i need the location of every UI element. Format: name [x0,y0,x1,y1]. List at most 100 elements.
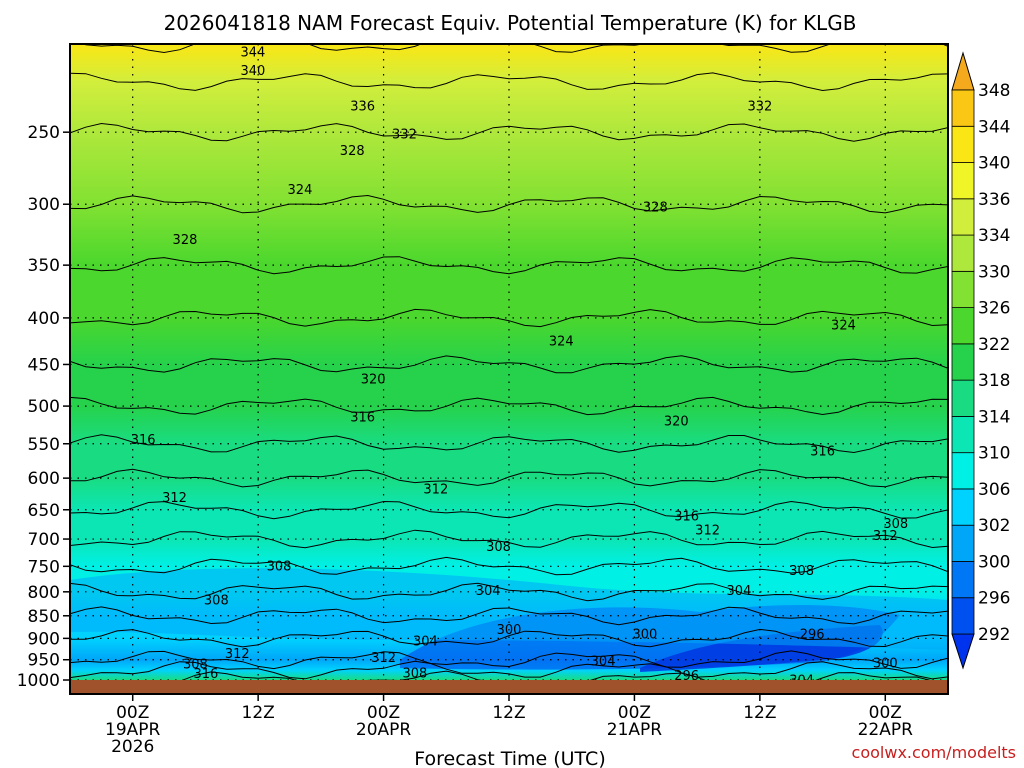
x-tick-label: 12Z [242,703,275,723]
colorbar-top-cap [951,51,975,91]
contour-label: 316 [193,667,218,682]
colorbar-swatch [951,561,975,599]
contour-label: 324 [831,318,856,333]
colorbar-swatch [951,89,975,127]
colorbar-bottom-cap [951,633,975,670]
contour-lines [70,44,948,689]
colorbar-swatch [951,597,975,635]
contour-line [70,396,948,416]
contour-line [70,556,948,576]
colorbar-label: 340 [978,154,1010,174]
colorbar-swatch [951,125,975,163]
y-tick-label: 400 [28,309,60,329]
contour-label: 312 [225,647,250,662]
x-tick-label: 19APR [105,720,161,740]
y-tick-label: 1000 [17,671,60,691]
contour-label: 328 [340,144,365,159]
contour-label: 312 [873,529,898,544]
colorbar-swatch [951,162,975,200]
contour-label: 304 [591,654,616,669]
contour-line [70,355,948,374]
contour-label: 308 [883,517,908,532]
colorbar-label: 302 [978,516,1010,536]
colorbar-label: 322 [978,335,1010,355]
contour-line [70,256,948,275]
colorbar-label: 330 [978,262,1010,282]
colorbar: 292 296 300 302 306 310 314 318 322 326 330 334 336 3… [951,51,1010,670]
contour-label: 308 [789,564,814,579]
colorbar-swatch [951,379,975,417]
colorbar-label: 296 [978,589,1010,609]
contour-line [70,122,948,142]
y-axis: 2503003504004505005506006507007508008509… [17,123,70,691]
contour-line [70,194,948,214]
colorbar-swatch [951,415,975,454]
colorbar-label: 336 [978,190,1010,210]
contour-line [70,529,948,549]
contour-line [70,582,948,602]
x-tick-label: 00Z [367,703,400,723]
y-tick-label: 950 [28,651,60,671]
y-tick-label: 900 [28,629,60,649]
colorbar-label: 318 [978,371,1010,391]
y-tick-label: 550 [28,435,60,455]
contour-label: 320 [664,414,689,429]
colorbar-swatch [951,488,975,526]
contour-label: 328 [643,200,668,215]
contour-label: 308 [267,559,292,574]
contour-labels: 344 340 336 332 332 328 328 328 324 324 324 320 320 3… [131,45,908,688]
contour-line [70,72,948,92]
contour-line [70,468,948,488]
y-tick-label: 600 [28,469,60,489]
contour-label: 300 [873,657,898,672]
contour-label: 332 [392,127,417,142]
colorbar-swatch [951,524,975,562]
contour-label: 308 [204,594,229,609]
x-tick-label: 12Z [492,703,525,723]
x-tick-label: 00Z [116,703,149,723]
contour-label: 324 [549,334,574,349]
y-tick-label: 500 [28,397,60,417]
contour-line [81,44,948,54]
colorbar-label: 306 [978,480,1010,500]
y-tick-label: 800 [28,583,60,603]
x-tick-label: 00Z [618,703,651,723]
surface-band [70,680,948,694]
colorbar-label: 348 [978,81,1010,101]
x-tick-label: 20APR [356,720,412,740]
contour-label: 296 [800,627,825,642]
contour-line [70,308,948,328]
y-tick-label: 250 [28,123,60,143]
contour-label: 320 [361,373,386,388]
contour-label: 312 [695,523,720,538]
contour-label: 332 [747,100,772,115]
x-axis-label: Forecast Time (UTC) [414,748,605,768]
contour-label: 316 [810,444,835,459]
contour-label: 344 [241,45,266,60]
x-tick-label: 22APR [858,720,914,740]
colorbar-swatch [951,270,975,309]
contour-label: 312 [371,651,396,666]
contour-label: 316 [131,433,156,448]
contour-line [70,628,948,648]
colorbar-swatch [951,343,975,381]
y-tick-label: 300 [28,195,60,215]
colorbar-label: 334 [978,226,1010,246]
contour-label: 312 [423,483,448,498]
cool-band-850 [70,568,948,650]
contour-label: 312 [162,491,187,506]
chart-title: 2026041818 NAM Forecast Equiv. Potential… [164,11,857,35]
contour-label: 300 [632,627,657,642]
colorbar-label: 344 [978,117,1010,137]
x-tick-label: 2026 [111,737,154,757]
credit-text[interactable]: coolwx.com/modelts [852,743,1016,762]
y-tick-label: 750 [28,557,60,577]
grid-lines [70,44,948,681]
contour-line [70,660,948,680]
x-tick-label: 12Z [743,703,776,723]
contour-label: 316 [350,411,375,426]
contour-label: 304 [727,584,752,599]
colorbar-swatch [951,198,975,236]
